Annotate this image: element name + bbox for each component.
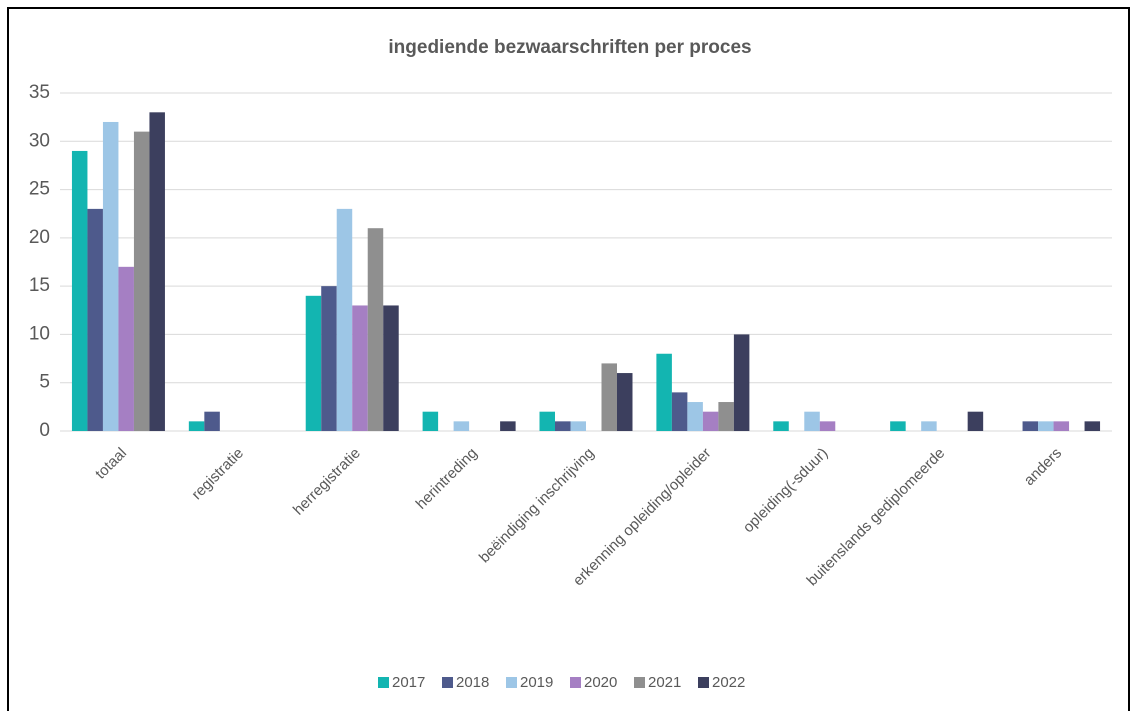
bar (1022, 421, 1039, 431)
bar (422, 411, 439, 431)
legend-label: 2018 (456, 674, 489, 691)
bar (687, 402, 703, 431)
bar (383, 305, 399, 431)
legend-swatch (506, 677, 517, 688)
bar (601, 363, 617, 431)
y-tick-label: 20 (29, 227, 50, 248)
bar (87, 208, 103, 431)
y-tick-label: 0 (39, 420, 50, 441)
chart-title: ingediende bezwaarschriften per proces (388, 37, 751, 58)
bar (555, 421, 571, 431)
bar (367, 228, 384, 431)
bar (453, 421, 470, 431)
bar (352, 305, 368, 431)
bar (71, 150, 88, 431)
legend-label: 2020 (584, 674, 617, 691)
legend-label: 2017 (392, 674, 425, 691)
bar (718, 402, 734, 431)
y-tick-label: 10 (29, 323, 50, 344)
y-tick-label: 5 (39, 372, 50, 393)
bar (133, 131, 150, 431)
legend-swatch (378, 677, 389, 688)
bar (890, 421, 906, 431)
bar (1084, 421, 1101, 431)
bar (570, 421, 586, 431)
bar (102, 121, 119, 431)
legend-swatch (634, 677, 645, 688)
bar (149, 112, 165, 432)
bar (305, 295, 322, 431)
legend-label: 2021 (648, 674, 681, 691)
legend-swatch (698, 677, 709, 688)
bar (188, 421, 205, 431)
legend-swatch (442, 677, 453, 688)
bar (1038, 421, 1054, 431)
bar (617, 373, 633, 431)
bar (773, 421, 789, 431)
legend-label: 2022 (712, 674, 745, 691)
bar (336, 208, 353, 431)
bar (656, 353, 672, 431)
y-tick-label: 35 (29, 82, 50, 103)
bar (804, 411, 820, 431)
legend-swatch (570, 677, 581, 688)
bar (921, 421, 937, 431)
bar (118, 266, 134, 431)
bar (1053, 421, 1070, 431)
bar (702, 411, 719, 431)
bar (733, 334, 750, 431)
bar (967, 411, 984, 431)
legend-label: 2019 (520, 674, 553, 691)
bar (321, 286, 337, 431)
frame (7, 7, 1130, 711)
bar (204, 411, 220, 431)
bar (671, 392, 688, 431)
bar (500, 421, 516, 431)
bar (539, 411, 555, 431)
y-tick-label: 30 (29, 130, 50, 151)
y-tick-label: 25 (29, 179, 50, 200)
bar (819, 421, 836, 431)
y-tick-label: 15 (29, 275, 50, 296)
